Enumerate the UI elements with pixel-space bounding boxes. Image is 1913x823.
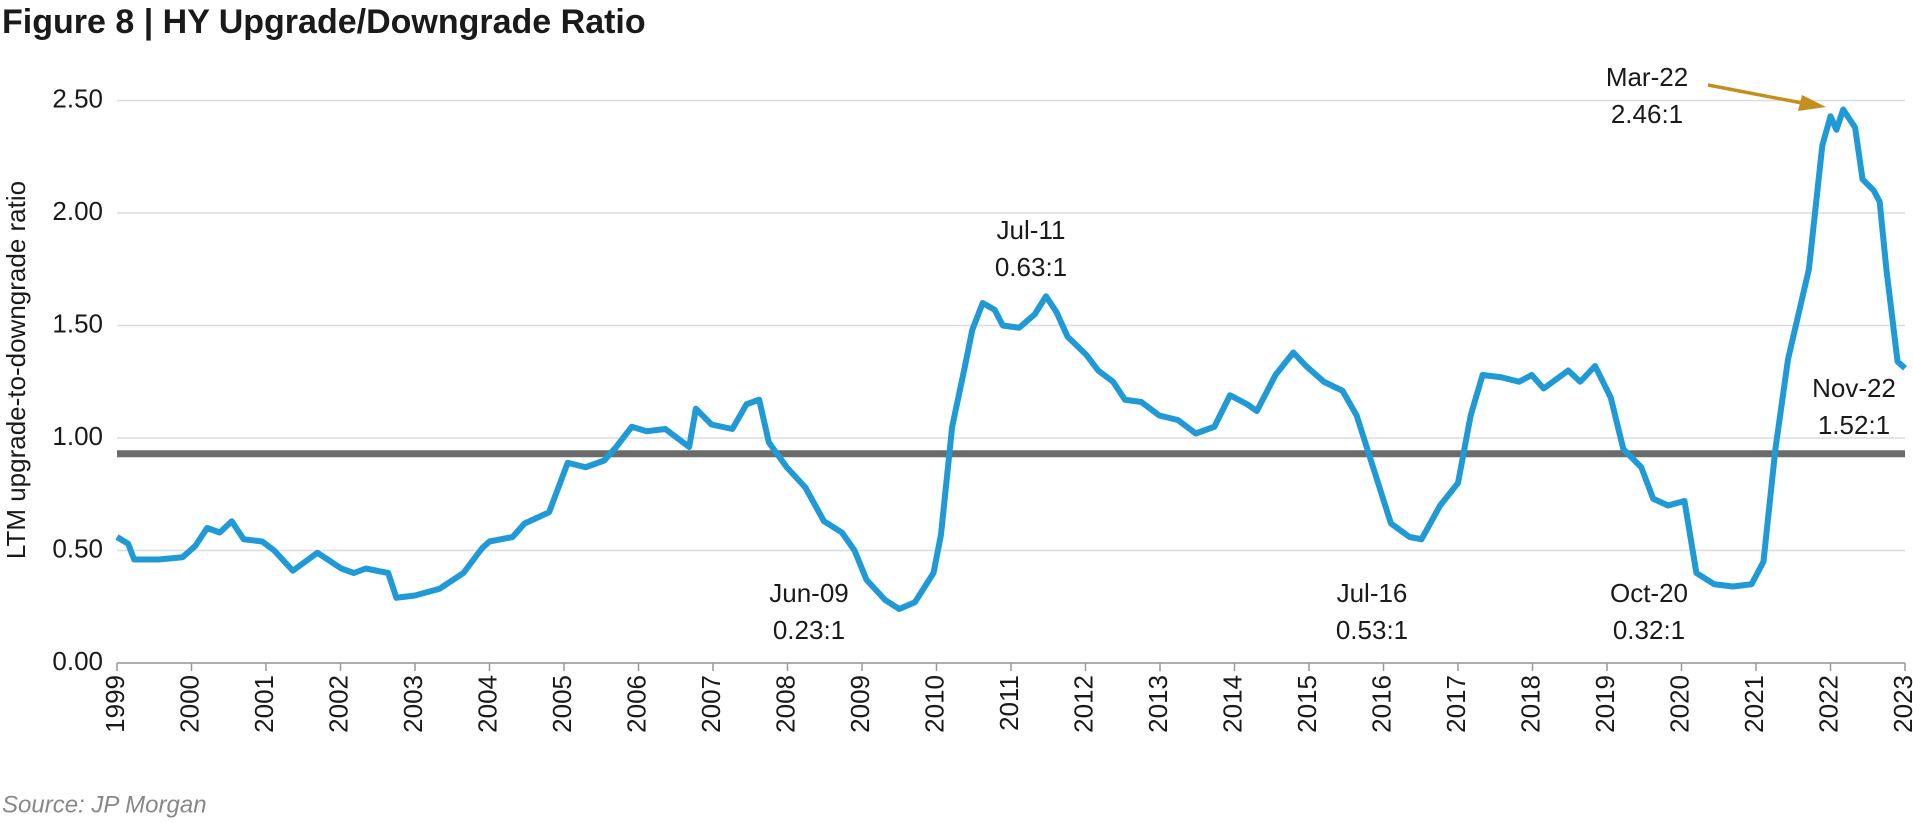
annotation-ratio: 1.52:1 [1818, 410, 1890, 440]
data-line [115, 106, 1908, 612]
annotation-ratio: 0.63:1 [995, 252, 1067, 282]
y-tick-label: 2.50 [52, 83, 103, 113]
x-tick-label: 2013 [1143, 675, 1173, 733]
x-tick-label: 2003 [398, 675, 428, 733]
y-tick-label: 1.50 [52, 308, 103, 338]
annotation-ratio: 0.53:1 [1336, 615, 1408, 645]
annotation-arrow [1707, 83, 1803, 105]
x-tick-label: 2009 [845, 675, 875, 733]
x-tick-label: 2008 [770, 675, 800, 733]
x-tick-label: 2014 [1217, 675, 1247, 733]
y-tick-label: 2.00 [52, 196, 103, 226]
x-tick-label: 2015 [1292, 675, 1322, 733]
x-tick-label: 2010 [919, 675, 949, 733]
annotation-date: Jul-11 [997, 215, 1066, 245]
x-tick-label: 2006 [621, 675, 651, 733]
x-tick-label: 2023 [1888, 675, 1913, 733]
x-tick-label: 2012 [1068, 675, 1098, 733]
x-tick-label: 2020 [1664, 675, 1694, 733]
x-tick-label: 1999 [100, 675, 130, 733]
x-tick-label: 2019 [1590, 675, 1620, 733]
annotation-date: Jun-09 [769, 578, 849, 608]
annotation-date: Nov-22 [1812, 373, 1896, 403]
annotation-date: Oct-20 [1610, 578, 1688, 608]
source: Source: JP Morgan [2, 791, 207, 818]
annotation-date: Mar-22 [1606, 62, 1688, 92]
x-tick-label: 2017 [1441, 675, 1471, 733]
y-tick-label: 0.50 [52, 533, 103, 563]
x-tick-label: 2000 [174, 675, 204, 733]
x-tick-label: 2022 [1813, 675, 1843, 733]
x-tick-label: 2007 [696, 675, 726, 733]
y-tick-label: 1.00 [52, 421, 103, 451]
x-tick-label: 2005 [547, 675, 577, 733]
x-tick-label: 2002 [323, 675, 353, 733]
annotation-date: Jul-16 [1337, 578, 1408, 608]
x-tick-label: 2011 [994, 675, 1024, 731]
annotation-ratio: 0.23:1 [773, 615, 845, 645]
annotation-ratio: 2.46:1 [1611, 99, 1683, 129]
y-tick-label: 0.00 [52, 646, 103, 676]
annotation-ratio: 0.32:1 [1613, 615, 1685, 645]
x-tick-label: 2021 [1739, 675, 1769, 733]
y-axis-label: LTM upgrade-to-downgrade ratio [1, 181, 31, 559]
x-tick-label: 2018 [1515, 675, 1545, 733]
x-tick-label: 2004 [472, 675, 502, 733]
x-tick-label: 2016 [1366, 675, 1396, 733]
chart-title: Figure 8 | HY Upgrade/Downgrade Ratio [2, 3, 646, 41]
x-tick-label: 2001 [249, 675, 279, 733]
arrow-head [1798, 95, 1826, 111]
